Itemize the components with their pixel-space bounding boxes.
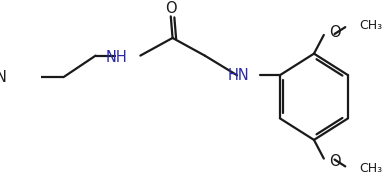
Text: NH: NH xyxy=(106,50,128,65)
Text: CH₃: CH₃ xyxy=(360,162,383,175)
Text: N: N xyxy=(0,70,6,85)
Text: CH₃: CH₃ xyxy=(360,19,383,32)
Text: O: O xyxy=(165,1,177,16)
Text: O: O xyxy=(329,154,341,169)
Text: O: O xyxy=(329,24,341,40)
Text: HN: HN xyxy=(228,68,250,83)
